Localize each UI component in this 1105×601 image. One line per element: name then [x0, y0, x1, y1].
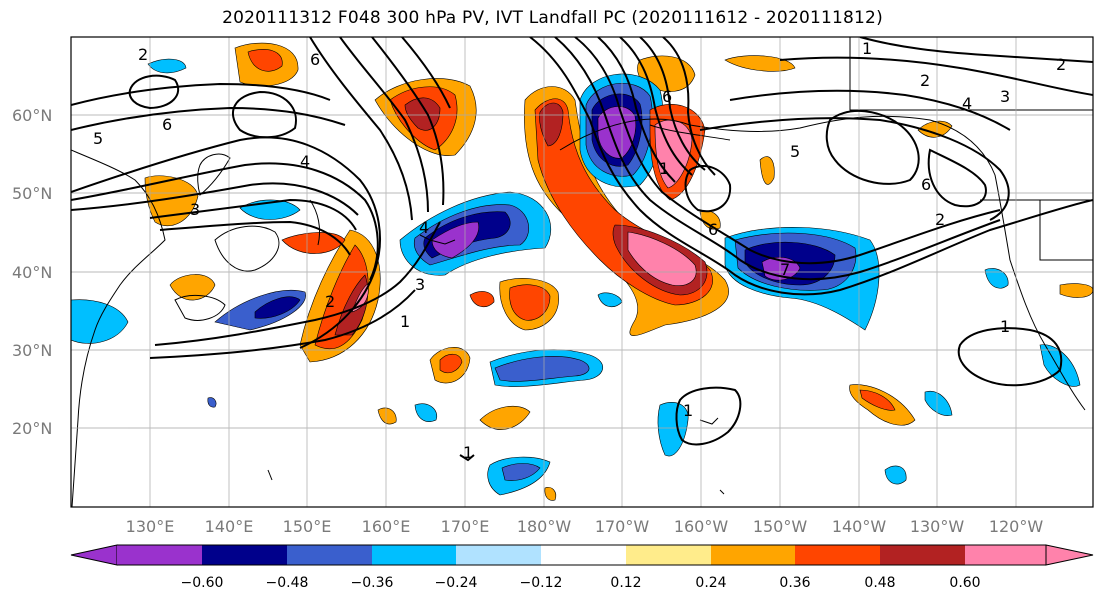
- pv-contours: [71, 37, 1093, 462]
- colorbar-tick-label: 0.60: [949, 575, 980, 591]
- colorbar-tick-label: −0.24: [435, 575, 478, 591]
- colorbar-tick-label: 0.12: [610, 575, 641, 591]
- colorbar-tick-label: 0.48: [864, 575, 895, 591]
- colorbar-segment: [456, 545, 541, 565]
- contour-label: 6: [310, 50, 320, 69]
- lon-label: 180°W: [517, 517, 572, 536]
- coastlines: [71, 37, 1093, 507]
- lon-label: 140°E: [205, 517, 254, 536]
- contour-label: 1: [1000, 317, 1010, 336]
- lon-label: 170°E: [441, 517, 490, 536]
- colorbar-segment: [372, 545, 456, 565]
- colorbar-segment: [711, 545, 795, 565]
- contour-label: 1: [463, 443, 473, 462]
- colorbar-tick-label: −0.36: [351, 575, 394, 591]
- colorbar: −0.60 −0.48 −0.36 −0.24 −0.12 0.12 0.24 …: [70, 544, 1094, 591]
- contour-label: 4: [962, 94, 972, 113]
- lat-label: 30°N: [12, 341, 52, 360]
- contour-label: 2: [325, 292, 335, 311]
- contour-label: 1: [659, 159, 669, 178]
- contour-label: 6: [662, 87, 672, 106]
- latitude-axis: 60°N 50°N 40°N 30°N 20°N: [12, 106, 52, 438]
- colorbar-segment: [117, 545, 202, 565]
- colorbar-extend-high: [1045, 544, 1094, 566]
- contour-label: 3: [415, 275, 425, 294]
- map-title: 2020111312 F048 300 hPa PV, IVT Landfall…: [222, 8, 883, 28]
- lon-label: 120°W: [989, 517, 1044, 536]
- colorbar-tick-label: −0.60: [181, 575, 224, 591]
- contour-label: 4: [419, 218, 429, 237]
- contour-label: 3: [1000, 87, 1010, 106]
- lat-label: 50°N: [12, 184, 52, 203]
- contour-label: 6: [162, 115, 172, 134]
- contour-label: 5: [93, 129, 103, 148]
- lat-label: 20°N: [12, 419, 52, 438]
- lon-label: 130°E: [126, 517, 175, 536]
- colorbar-extend-low: [70, 544, 118, 566]
- lon-label: 130°W: [910, 517, 965, 536]
- contour-label: 1: [862, 39, 872, 58]
- contour-label: 3: [190, 200, 200, 219]
- contour-label: 2: [920, 71, 930, 90]
- colorbar-tick-label: −0.12: [520, 575, 563, 591]
- contour-label: 4: [300, 152, 310, 171]
- colorbar-segment: [880, 545, 965, 565]
- contour-label: 2: [138, 45, 148, 64]
- lon-label: 150°E: [283, 517, 332, 536]
- map-frame: [70, 36, 1094, 508]
- contour-labels: 2 6 5 6 3 4 3 2 1 2 4 3 2 4 5 6 6 2 1 6: [93, 39, 1066, 462]
- lon-label: 170°W: [595, 517, 650, 536]
- colorbar-segment: [202, 545, 287, 565]
- contour-label: 2: [935, 210, 945, 229]
- colorbar-tick-label: −0.48: [266, 575, 309, 591]
- contour-label: 2: [1056, 55, 1066, 74]
- lon-label: 160°E: [362, 517, 411, 536]
- lon-label: 160°W: [674, 517, 729, 536]
- colorbar-segment: [965, 545, 1046, 565]
- longitude-axis: 130°E 140°E 150°E 160°E 170°E 180°W 170°…: [126, 517, 1044, 536]
- lon-label: 150°W: [753, 517, 808, 536]
- colorbar-segment: [795, 545, 880, 565]
- map-panel: 2 6 5 6 3 4 3 2 1 2 4 3 2 4 5 6 6 2 1 6: [70, 36, 1094, 508]
- colorbar-segment: [626, 545, 711, 565]
- lon-label: 140°W: [832, 517, 887, 536]
- contour-label: 7: [780, 260, 790, 279]
- colorbar-segment: [287, 545, 372, 565]
- colorbar-segment: [541, 545, 626, 565]
- colorbar-tick-label: 0.24: [695, 575, 726, 591]
- contour-label: 6: [708, 220, 718, 239]
- lat-label: 40°N: [12, 263, 52, 282]
- lat-label: 60°N: [12, 106, 52, 125]
- colorbar-tick-label: 0.36: [779, 575, 810, 591]
- contour-label: 6: [921, 175, 931, 194]
- contour-label: 5: [790, 142, 800, 161]
- contour-label: 1: [400, 312, 410, 331]
- contour-label: 1: [683, 401, 693, 420]
